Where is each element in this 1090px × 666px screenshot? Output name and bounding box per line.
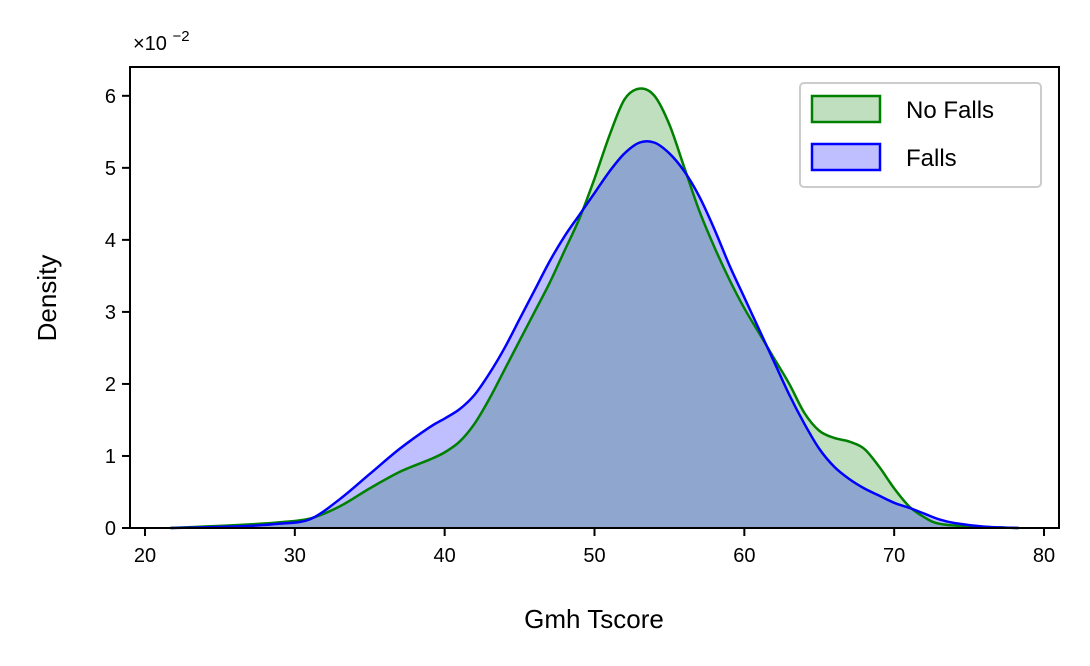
svg-text:×10 −2: ×10 −2 xyxy=(133,28,190,55)
y-tick-label-2: 2 xyxy=(105,374,116,396)
y-scale-multiplier: ×10 −2 xyxy=(133,28,190,55)
y-tick-label-4: 4 xyxy=(105,230,116,252)
series-layer xyxy=(170,87,1019,530)
y-tick-label-1: 1 xyxy=(105,446,116,468)
x-tick-label-60: 60 xyxy=(733,545,755,567)
x-tick-label-50: 50 xyxy=(583,545,605,567)
legend-swatch-no-falls xyxy=(810,94,882,124)
y-tick-label-3: 3 xyxy=(105,302,116,324)
x-tick-label-20: 20 xyxy=(134,545,156,567)
y-tick-label-5: 5 xyxy=(105,158,116,180)
y-axis-label: Density xyxy=(32,255,62,342)
x-axis-label: Gmh Tscore xyxy=(524,604,664,634)
legend-swatch-falls xyxy=(810,142,882,172)
y-tick-label-6: 6 xyxy=(105,86,116,108)
legend-frame xyxy=(799,82,1042,188)
legend-label-falls: Falls xyxy=(906,145,957,172)
axes-layer: 20 30 40 50 60 70 80 0 1 2 3 4 5 6 xyxy=(105,66,1060,567)
x-tick-label-80: 80 xyxy=(1033,545,1055,567)
x-tick-label-40: 40 xyxy=(434,545,456,567)
y-tick-label-0: 0 xyxy=(105,518,116,540)
legend-label-no-falls: No Falls xyxy=(906,97,994,124)
legend: No Falls Falls xyxy=(799,82,1042,188)
y-scale-exponent: −2 xyxy=(173,28,190,45)
line-falls xyxy=(170,140,1019,530)
x-tick-label-70: 70 xyxy=(883,545,905,567)
x-tick-label-30: 30 xyxy=(284,545,306,567)
line-no-falls xyxy=(170,87,1019,530)
area-falls xyxy=(170,141,1019,528)
y-scale-base: ×10 xyxy=(133,33,167,55)
